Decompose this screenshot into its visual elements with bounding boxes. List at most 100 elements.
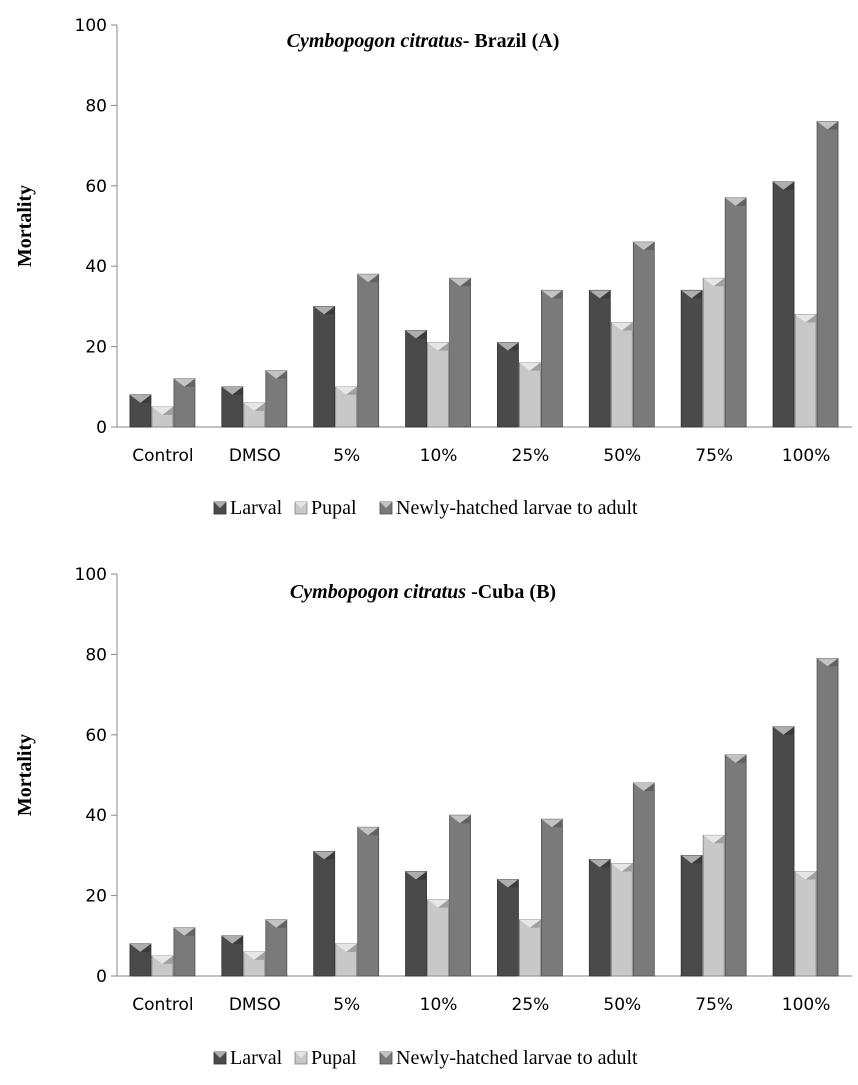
bar-newly-hatched-larvae-to-adult: [173, 927, 196, 977]
bar-newly-hatched-larvae-to-adult: [173, 378, 196, 428]
bar-newly-hatched-larvae-to-adult: [265, 919, 288, 977]
bar-newly-hatched-larvae-to-adult: [541, 818, 563, 977]
bar-larval: [680, 289, 703, 428]
y-tick-label: 60: [85, 177, 107, 197]
chart-title-species: Cymbopogon citratus: [290, 581, 466, 603]
x-tick-label: 50%: [603, 446, 641, 466]
chart-title-suffix: - Brazil (A): [463, 30, 560, 52]
x-tick-label: Control: [132, 446, 193, 466]
y-tick-label: 20: [85, 887, 107, 907]
bar-pupal: [335, 386, 358, 428]
bar-larval: [497, 342, 519, 428]
x-tick-label: 5%: [333, 446, 360, 466]
bar-pupal: [519, 362, 541, 428]
x-tick-label: DMSO: [229, 995, 281, 1015]
y-axis-label: Mortality: [14, 734, 36, 816]
legend-item: Larval: [213, 497, 283, 519]
bar-newly-hatched-larvae-to-adult: [632, 241, 655, 428]
bar-larval: [129, 943, 152, 977]
bar-newly-hatched-larvae-to-adult: [449, 277, 471, 428]
bar-larval: [588, 859, 611, 977]
bar-newly-hatched-larvae-to-adult: [632, 782, 655, 977]
bar-pupal: [794, 871, 817, 977]
x-tick-label: 100%: [782, 446, 831, 466]
bar-newly-hatched-larvae-to-adult: [816, 121, 839, 428]
bar-larval: [497, 879, 519, 977]
y-tick-label: 0: [96, 967, 107, 987]
y-axis-label: Mortality: [14, 185, 36, 267]
x-tick-label: 5%: [333, 995, 360, 1015]
bar-pupal: [243, 951, 266, 977]
bar-newly-hatched-larvae-to-adult: [724, 754, 747, 977]
legend-item: Pupal: [294, 497, 357, 519]
bar-newly-hatched-larvae-to-adult: [449, 814, 471, 977]
bar-pupal: [702, 277, 725, 428]
chart-title-suffix: -Cuba (B): [466, 581, 556, 603]
x-tick-label: Control: [132, 995, 193, 1015]
bar-larval: [313, 850, 336, 977]
bar-pupal: [427, 342, 449, 428]
chart-title: Cymbopogon citratus -Cuba (B): [290, 581, 556, 603]
y-tick-label: 40: [85, 806, 107, 826]
bar-pupal: [794, 314, 817, 428]
x-tick-label: 100%: [782, 995, 831, 1015]
x-tick-label: DMSO: [229, 446, 281, 466]
bar-larval: [405, 330, 427, 428]
bar-pupal: [151, 955, 174, 977]
bar-newly-hatched-larvae-to-adult: [357, 826, 380, 977]
chart-b: 0 20 40 60 80 100 Mortality Cymbopogon citratus…: [14, 565, 852, 1069]
bar-pupal: [335, 943, 358, 977]
x-tick-label: 75%: [695, 995, 733, 1015]
bar-larval: [129, 394, 152, 428]
x-tick-label: 10%: [420, 995, 458, 1015]
legend-label: Larval: [230, 497, 283, 519]
bar-larval: [772, 726, 795, 977]
bar-larval: [405, 871, 427, 977]
legend-item: Newly-hatched larvae to adult: [379, 497, 638, 519]
x-tick-label: 50%: [603, 995, 641, 1015]
bar-larval: [221, 386, 244, 428]
chart-title: Cymbopogon citratus- Brazil (A): [287, 30, 560, 52]
bar-pupal: [610, 863, 633, 977]
x-tick-label: 25%: [512, 995, 550, 1015]
y-tick-label: 20: [85, 338, 107, 358]
bar-larval: [221, 935, 244, 977]
bar-pupal: [427, 899, 449, 977]
legend: Larval Pupal Newly-hatched larvae to adult: [213, 497, 638, 519]
legend-label: Newly-hatched larvae to adult: [396, 497, 638, 519]
y-tick-label: 0: [96, 418, 107, 438]
y-tick-label: 80: [85, 96, 107, 116]
bar-larval: [588, 289, 611, 428]
bar-pupal: [702, 834, 725, 977]
chart-title-species: Cymbopogon citratus: [287, 30, 463, 52]
bar-newly-hatched-larvae-to-adult: [541, 289, 563, 428]
x-tick-label: 10%: [420, 446, 458, 466]
x-tick-label: 75%: [695, 446, 733, 466]
chart-a: 0 20 40 60 80 100 Mortality Cymbopogon citratus…: [14, 16, 852, 519]
legend-label: Larval: [230, 1047, 283, 1069]
legend-label: Pupal: [311, 497, 357, 519]
legend-label: Pupal: [311, 1047, 357, 1069]
bar-larval: [313, 305, 336, 428]
bar-newly-hatched-larvae-to-adult: [816, 658, 839, 977]
bar-pupal: [243, 402, 266, 428]
bar-newly-hatched-larvae-to-adult: [724, 197, 747, 428]
x-tick-label: 25%: [512, 446, 550, 466]
bar-larval: [680, 855, 703, 977]
bar-newly-hatched-larvae-to-adult: [265, 370, 288, 428]
y-tick-label: 100: [75, 16, 107, 36]
bar-larval: [772, 181, 795, 428]
bar-pupal: [151, 406, 174, 428]
y-tick-label: 40: [85, 257, 107, 277]
legend-label: Newly-hatched larvae to adult: [396, 1047, 638, 1069]
legend-item: Pupal: [294, 1047, 357, 1069]
bar-newly-hatched-larvae-to-adult: [357, 273, 380, 428]
y-tick-label: 80: [85, 645, 107, 665]
bar-pupal: [610, 322, 633, 428]
legend-item: Larval: [213, 1047, 283, 1069]
legend-item: Newly-hatched larvae to adult: [379, 1047, 638, 1069]
y-tick-label: 60: [85, 726, 107, 746]
legend: Larval Pupal Newly-hatched larvae to adult: [213, 1047, 638, 1069]
y-tick-label: 100: [75, 565, 107, 585]
